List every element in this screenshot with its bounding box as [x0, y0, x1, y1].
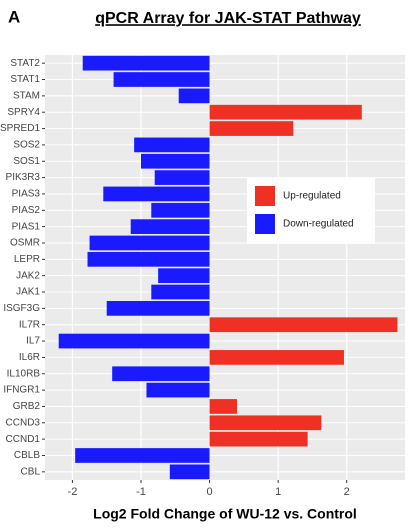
- x-tick-label: 0: [207, 486, 213, 498]
- y-tick-label: CBLB: [14, 450, 40, 461]
- legend-label: Down-regulated: [283, 219, 354, 230]
- bar: [209, 399, 237, 414]
- y-tick-label: CCND3: [6, 417, 41, 428]
- y-tick-label: PIAS1: [12, 221, 41, 232]
- y-tick-label: SOS2: [13, 140, 40, 151]
- y-tick-label: IL10RB: [7, 368, 41, 379]
- y-tick-label: PIAS2: [12, 205, 41, 216]
- bar: [58, 333, 210, 349]
- bar: [209, 431, 308, 447]
- bar: [103, 186, 210, 202]
- chart-title: qPCR Array for JAK-STAT Pathway: [95, 10, 361, 27]
- y-tick-label: STAT2: [10, 58, 40, 69]
- bar: [130, 219, 210, 234]
- panel-label: A: [8, 7, 20, 26]
- y-tick-label: LEPR: [14, 254, 40, 265]
- bar: [209, 104, 362, 120]
- bar: [209, 317, 398, 333]
- x-tick-label: -1: [136, 486, 146, 498]
- bar: [151, 202, 210, 218]
- y-tick-label: SOS1: [13, 156, 40, 167]
- y-tick-label: PIAS3: [12, 189, 41, 200]
- y-tick-label: IL7: [26, 336, 40, 347]
- bar: [209, 121, 294, 136]
- x-axis-label: Log2 Fold Change of WU-12 vs. Control: [93, 506, 357, 522]
- bar: [134, 137, 210, 153]
- x-tick-label: 1: [275, 486, 281, 498]
- y-tick-label: ISGF3G: [3, 303, 40, 314]
- legend-label: Up-regulated: [283, 191, 341, 202]
- bar: [75, 448, 210, 463]
- y-tick-label: STAM: [13, 91, 40, 102]
- y-tick-label: IL6R: [19, 352, 40, 363]
- y-tick-label: OSMR: [10, 238, 40, 249]
- y-tick-label: JAK2: [16, 270, 40, 281]
- x-tick-label: -2: [68, 486, 78, 498]
- y-tick-label: CBL: [21, 466, 41, 477]
- y-tick-label: IFNGR1: [3, 385, 40, 396]
- bars: [58, 55, 398, 480]
- y-tick-label: IL7R: [19, 319, 40, 330]
- bar: [112, 366, 210, 382]
- bar: [113, 72, 210, 87]
- bar: [151, 284, 210, 300]
- bar: [154, 170, 210, 185]
- bar: [209, 350, 344, 365]
- y-tick-label: STAT1: [10, 74, 40, 85]
- bar: [82, 55, 210, 71]
- legend-key: [255, 186, 275, 206]
- bar: [178, 88, 210, 104]
- y-tick-label: PIK3R3: [6, 172, 41, 183]
- bar: [209, 415, 322, 431]
- y-tick-label: SPRY4: [7, 107, 40, 118]
- bar: [146, 382, 210, 398]
- bar: [87, 251, 210, 267]
- y-tick-label: GRB2: [13, 401, 41, 412]
- legend-key: [255, 214, 275, 234]
- x-tick-label: 2: [344, 486, 350, 498]
- bar: [169, 464, 210, 480]
- y-tick-label: CCND1: [6, 434, 41, 445]
- y-tick-label: SPRED1: [0, 123, 40, 134]
- bar: [158, 268, 210, 284]
- y-tick-label: JAK1: [16, 287, 40, 298]
- bar: [141, 153, 210, 169]
- bar: [89, 235, 210, 251]
- bar: [106, 301, 210, 316]
